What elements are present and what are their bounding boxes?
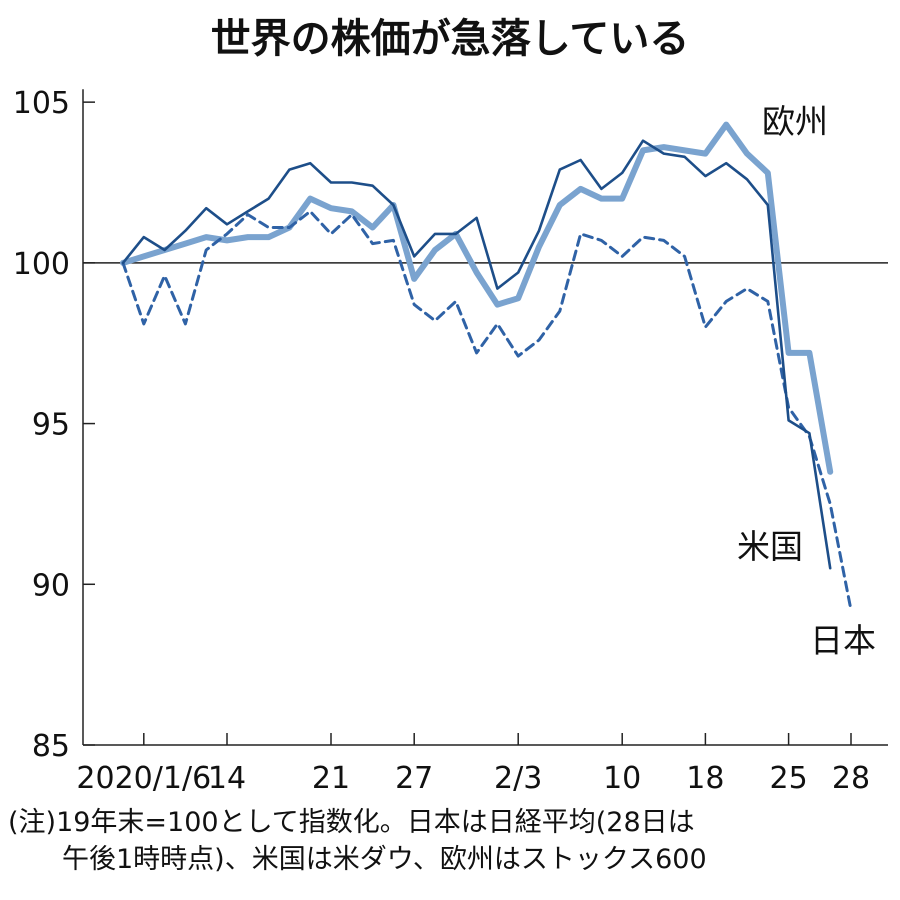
- x-tick-label-4: 2/3: [494, 761, 542, 796]
- series-line-日本: [121, 209, 853, 612]
- series-line-欧州: [120, 121, 834, 475]
- series-line-米国: [121, 139, 832, 570]
- y-tick-label-85: 85: [32, 729, 70, 764]
- y-tick-label-95: 95: [32, 408, 70, 443]
- x-tick-label-3: 27: [395, 761, 433, 796]
- series-label-欧州: 欧州: [762, 102, 828, 141]
- x-tick-label-5: 10: [603, 761, 641, 796]
- x-tick-label-2: 21: [312, 761, 350, 796]
- x-tick-label-8: 28: [832, 761, 870, 796]
- y-tick-label-100: 100: [13, 247, 70, 282]
- footnote-line-2: 午後1時時点)、米国は米ダウ、欧州はストックス600: [62, 844, 707, 875]
- series-label-米国: 米国: [737, 527, 803, 566]
- series-label-日本: 日本: [810, 621, 876, 660]
- footnote-line-1: (注)19年末=100として指数化。日本は日経平均(28日は: [8, 807, 695, 838]
- chart-title: 世界の株価が急落している: [211, 16, 690, 62]
- x-tick-label-6: 18: [686, 761, 724, 796]
- y-tick-label-105: 105: [13, 86, 70, 121]
- x-tick-label-0: 2020/1/6: [76, 761, 211, 796]
- x-tick-label-7: 25: [770, 761, 808, 796]
- y-tick-label-90: 90: [32, 568, 70, 603]
- series-layer: [120, 121, 853, 612]
- x-tick-label-1: 14: [208, 761, 246, 796]
